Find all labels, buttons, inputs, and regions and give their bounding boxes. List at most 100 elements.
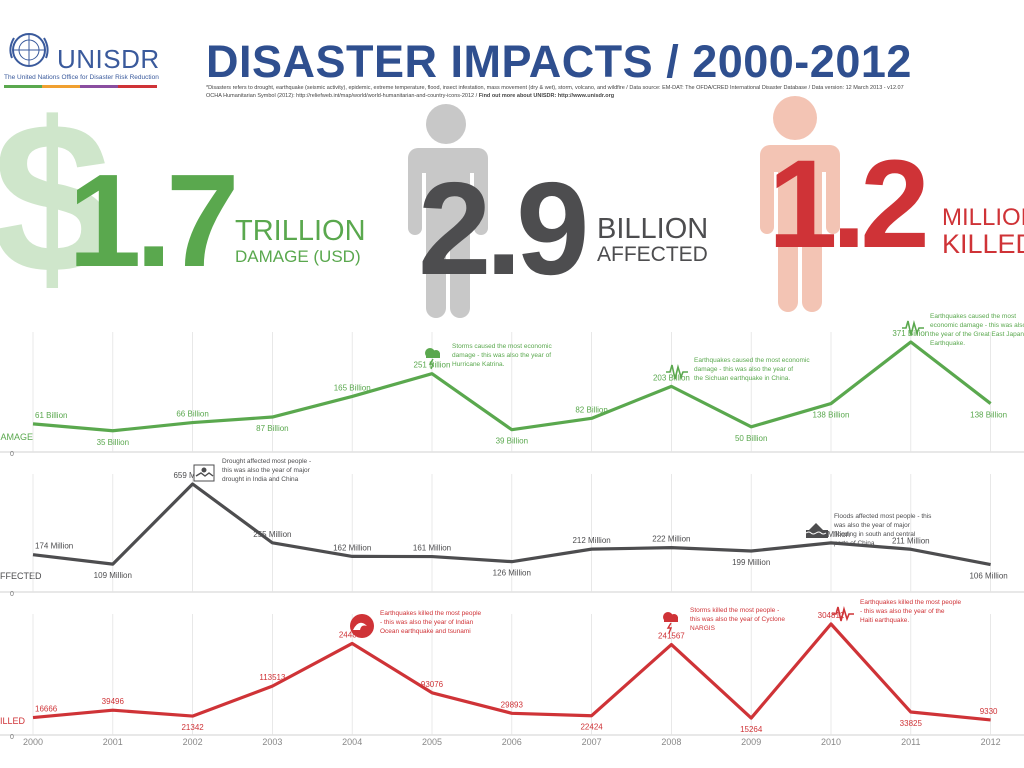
data-label: 22424 (580, 723, 603, 732)
data-label: 162 Million (333, 543, 371, 552)
data-label: 61 Billion (35, 411, 67, 420)
annotation-text: Earthquakes killed the most people - this… (860, 599, 962, 624)
annotation: Earthquakes killed the most people - this… (350, 610, 482, 638)
data-label: 165 Billion (334, 383, 371, 392)
data-label: 66 Billion (176, 410, 208, 419)
data-label: 39496 (102, 697, 125, 706)
data-label: 255 Million (812, 530, 850, 539)
series-label: AFFECTED (0, 571, 42, 581)
headline-stats: $ 1.7 TRILLION DAMAGE (USD) 2.9 BILLION … (0, 77, 1024, 318)
data-label: 199 Million (732, 558, 770, 567)
x-tick-label: 2011 (901, 737, 920, 747)
data-label: 211 Million (892, 536, 930, 545)
unisdr-link[interactable]: Find out more about UNISDR: http://www.u… (478, 93, 615, 99)
person-icon (760, 96, 840, 312)
series-label: KILLED (0, 716, 26, 726)
x-axis-years: 2000 2001 2002 2003 2004 2005 2006 2007 2008 2009… (23, 737, 1001, 747)
x-tick-label: 2005 (422, 737, 442, 747)
data-label: 33825 (900, 719, 923, 728)
drought-icon (193, 464, 215, 482)
annotation: Drought affected most people -this was a… (193, 458, 311, 483)
data-label: 29893 (501, 700, 524, 709)
data-label: 174 Million (35, 542, 73, 551)
affected-total: 2.9 (418, 155, 585, 302)
annotation-text: Drought affected most people -this was a… (222, 458, 311, 483)
series-line (32, 482, 991, 567)
data-label: 161 Million (413, 544, 451, 553)
annotation: Storms killed the most people -this was … (663, 607, 785, 634)
person-icon (408, 104, 488, 318)
chart-panel-affected: 0 AFFECTED 174 Million 109 Million 659 Milli… (0, 458, 1024, 598)
series-line (32, 622, 991, 722)
x-tick-label: 2002 (183, 737, 203, 747)
flood-icon (805, 523, 828, 538)
data-label: 222 Million (652, 535, 690, 544)
chart-panel-killed: 0 KILLED 16666 39496 21342 113513 244880 93076 2… (0, 599, 1024, 741)
x-tick-label: 2008 (661, 737, 681, 747)
x-tick-label: 2007 (582, 737, 602, 747)
unisdr-logo (4, 28, 164, 92)
killed-unit: MILLION (942, 204, 1024, 231)
data-label: 126 Million (493, 569, 531, 578)
data-label: 109 Million (94, 571, 132, 580)
x-tick-label: 2009 (741, 737, 761, 747)
data-label: 82 Billion (575, 405, 607, 414)
series-line (32, 340, 992, 433)
x-tick-label: 2010 (821, 737, 841, 747)
damage-label: DAMAGE (USD) (235, 247, 361, 266)
data-label: 21342 (181, 723, 204, 732)
footnote: *Disasters refers to drought, earthquake… (206, 85, 904, 91)
annotation: Floods affected most people - this was al… (805, 513, 932, 547)
data-label: 39 Billion (496, 437, 528, 446)
data-label: 212 Million (572, 536, 610, 545)
damage-total: 1.7 (68, 147, 234, 294)
x-tick-label: 2012 (981, 737, 1001, 747)
axis-zero-label: 0 (10, 451, 14, 458)
x-tick-label: 2000 (23, 737, 43, 747)
data-label: 9330 (980, 707, 998, 716)
damage-unit: TRILLION (235, 215, 366, 247)
data-label: 106 Million (969, 572, 1007, 581)
annotation-text: Earthquakes killed the most people - this… (380, 610, 482, 635)
annotation-text: Floods affected most people - this was al… (833, 513, 932, 547)
data-label: 659 Million (173, 471, 211, 480)
data-label: 304812 (818, 611, 845, 620)
annotation: Earthquakes caused the most economic dama… (902, 313, 1024, 347)
earthquake-icon (666, 363, 688, 380)
data-label: 255 Million (253, 530, 291, 539)
data-label: 241567 (658, 632, 685, 641)
logo-subtitle: The United Nations Office for Disaster R… (4, 74, 159, 81)
annotation: Earthquakes caused the most economic dama… (666, 357, 810, 382)
data-label: 138 Billion (970, 411, 1007, 420)
logo-color-bar (4, 85, 157, 88)
storm-icon (425, 348, 440, 370)
data-label: 16666 (35, 705, 58, 714)
data-label: 138 Billion (813, 411, 850, 420)
annotation: Earthquakes killed the most people - this… (832, 599, 962, 624)
annotation-text: Earthquakes caused the most economic dama… (694, 357, 810, 382)
data-label: 87 Billion (256, 424, 288, 433)
footnote-sources: OCHA Humanitarian Symbol (2012): http://… (206, 93, 614, 99)
affected-unit: BILLION (597, 213, 708, 245)
earthquake-icon (902, 319, 924, 336)
affected-label: AFFECTED (597, 243, 708, 266)
page-title: DISASTER IMPACTS / 2000-2012 (206, 36, 912, 87)
data-label: 15264 (740, 725, 763, 734)
data-label: 113513 (259, 673, 286, 682)
un-emblem-icon (9, 33, 49, 67)
data-label: 203 Billion (653, 373, 690, 382)
killed-total: 1.2 (768, 135, 925, 274)
annotation-text: Earthquakes caused the most economic dama… (930, 313, 1024, 347)
series-label: DAMAGE (0, 432, 33, 442)
killed-label: KILLED (942, 229, 1024, 259)
annotation-text: Storms caused the most economic damage - … (452, 343, 552, 368)
x-tick-label: 2004 (342, 737, 362, 747)
storm-icon (663, 612, 678, 634)
x-tick-label: 2006 (502, 737, 522, 747)
x-tick-label: 2001 (103, 737, 123, 747)
logo-text: UNISDR (57, 44, 160, 74)
x-tick-label: 2003 (262, 737, 282, 747)
axis-zero-label: 0 (10, 734, 14, 741)
data-label: 50 Billion (735, 434, 767, 443)
